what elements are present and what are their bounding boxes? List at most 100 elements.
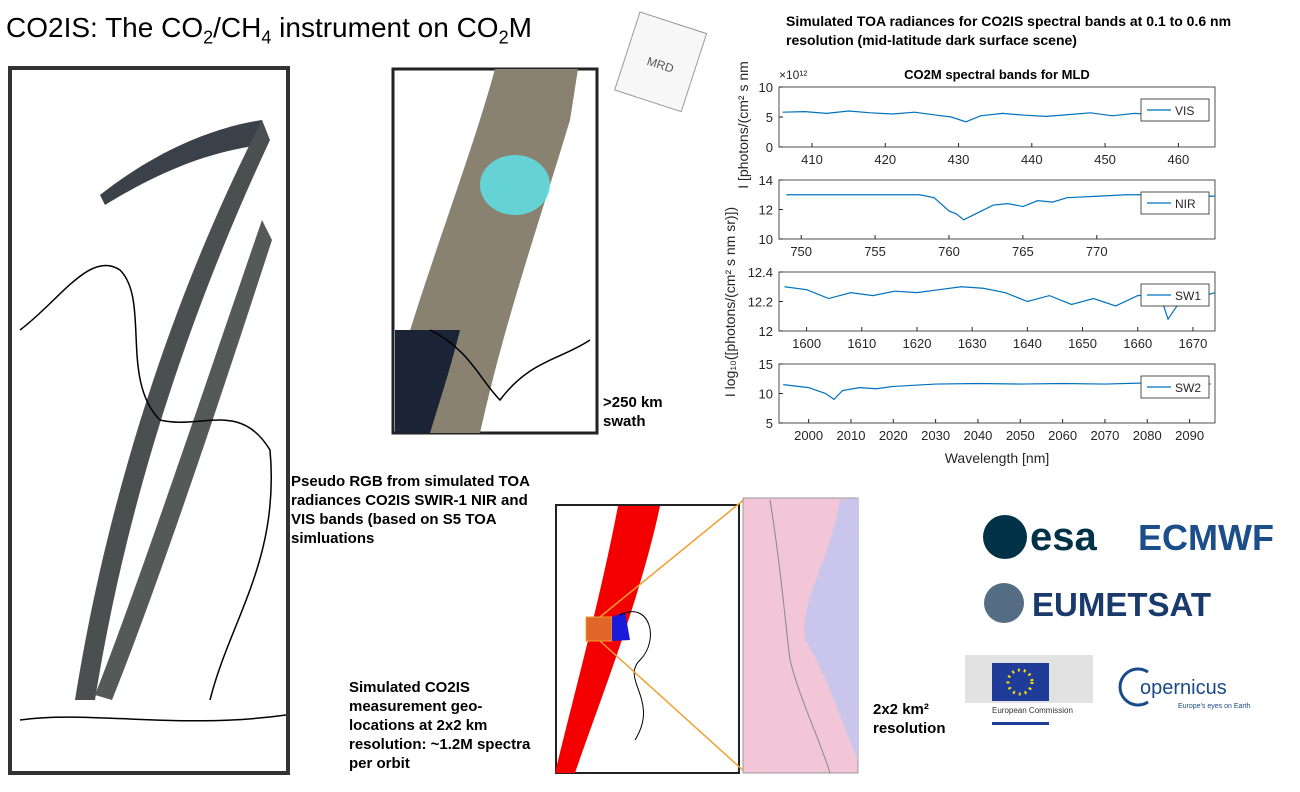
eu-stars xyxy=(1006,668,1034,696)
coastline xyxy=(429,329,591,402)
spectrum-line xyxy=(783,381,1211,401)
orbit-swath xyxy=(95,220,272,700)
caption: Simulated CO2IS measurement geo-location… xyxy=(349,679,531,772)
x-tick-label: 2040 xyxy=(963,428,992,443)
blue-area xyxy=(612,612,630,641)
y-tick-label: 10 xyxy=(759,387,773,402)
esa-logo: esa xyxy=(1030,515,1097,559)
y-tick-label: 5 xyxy=(766,416,773,431)
x-tick-label: 1600 xyxy=(792,336,821,351)
ecmwf-logo: ECMWF xyxy=(1138,517,1274,558)
title-sub: 4 xyxy=(261,27,272,48)
x-tick-label: 440 xyxy=(1021,152,1043,167)
copernicus-logo: opernicus xyxy=(1140,677,1227,699)
caption: Pseudo RGB from simulated TOA radiances … xyxy=(291,473,530,547)
x-tick-label: 1660 xyxy=(1123,336,1152,351)
legend-box xyxy=(1140,283,1210,307)
x-tick-label: 2000 xyxy=(794,428,823,443)
title-part: /CH xyxy=(213,12,262,43)
y-axis-label: I [photons/(cm² s nm xyxy=(735,61,751,189)
cloud xyxy=(480,155,550,215)
y-tick-label: 12.2 xyxy=(748,295,773,310)
x-tick-label: 1630 xyxy=(958,336,987,351)
legend-label: SW2 xyxy=(1175,381,1201,395)
coastline xyxy=(619,611,651,741)
x-tick-label: 2050 xyxy=(1006,428,1035,443)
x-tick-label: 450 xyxy=(1094,152,1116,167)
eumetsat-logo: EUMETSAT xyxy=(1032,586,1211,623)
y-tick-label: 14 xyxy=(759,173,773,188)
zoom-box xyxy=(585,616,613,642)
x-tick-label: 2020 xyxy=(879,428,908,443)
x-tick-label: 420 xyxy=(874,152,896,167)
zoom-land xyxy=(804,498,858,760)
x-tick-label: 2070 xyxy=(1090,428,1119,443)
x-axis-label: Wavelength [nm] xyxy=(945,450,1050,466)
title-part: CO2IS: The CO xyxy=(6,12,204,43)
x-tick-label: 1640 xyxy=(1013,336,1042,351)
x-tick-label: 410 xyxy=(801,152,823,167)
spectrum-line xyxy=(786,194,1216,221)
legend-label: VIS xyxy=(1175,104,1194,118)
chart-title: CO2M spectral bands for MLD xyxy=(904,67,1090,82)
coastline xyxy=(19,264,287,722)
y-scale: ×10¹² xyxy=(779,68,807,82)
y-tick-label: 0 xyxy=(766,140,773,155)
spectra-chart: 0 5 10 410 420 430 440 450 460 VIS CO2M spectral b… xyxy=(722,61,1216,466)
legend-label: SW1 xyxy=(1175,289,1201,303)
title-part: instrument on CO xyxy=(271,12,499,43)
x-tick-label: 1610 xyxy=(847,336,876,351)
y-axis-label: I log₁₀([photons/(cm² s nm sr)]) xyxy=(722,207,738,397)
zoom-line xyxy=(599,497,747,618)
x-tick-label: 2010 xyxy=(837,428,866,443)
zoom-line xyxy=(599,640,747,774)
copernicus-tagline: Europe's eyes on Earth xyxy=(1178,703,1251,710)
y-tick-label: 5 xyxy=(766,110,773,125)
ec-bar xyxy=(992,722,1049,725)
title-part: M xyxy=(508,12,532,43)
x-tick-label: 770 xyxy=(1086,244,1108,259)
y-tick-label: 12 xyxy=(759,203,773,218)
caption: 2x2 km² resolution xyxy=(873,701,946,737)
chart-heading: Simulated TOA radiances for CO2IS spectr… xyxy=(786,13,1232,48)
eumetsat-mark xyxy=(984,583,1024,623)
legend-label: NIR xyxy=(1175,197,1196,211)
y-tick-label: 10 xyxy=(759,232,773,247)
x-tick-label: 460 xyxy=(1168,152,1190,167)
x-tick-label: 765 xyxy=(1012,244,1034,259)
ec-label: European Commission xyxy=(992,706,1073,715)
x-tick-label: 1620 xyxy=(903,336,932,351)
title-sub: 2 xyxy=(203,27,214,48)
zoom-coast xyxy=(769,499,831,774)
sea xyxy=(395,330,460,433)
legend-box xyxy=(1140,98,1210,122)
x-tick-label: 2080 xyxy=(1133,428,1162,443)
y-tick-label: 12 xyxy=(759,324,773,339)
title-sub: 2 xyxy=(498,27,509,48)
x-tick-label: 2030 xyxy=(921,428,950,443)
x-tick-label: 2090 xyxy=(1175,428,1204,443)
y-tick-label: 10 xyxy=(759,80,773,95)
copernicus-c xyxy=(1118,667,1149,707)
page-title: CO2IS: The CO2/CH4 instrument on CO2M xyxy=(6,12,532,49)
x-tick-label: 1650 xyxy=(1068,336,1097,351)
x-tick-label: 2060 xyxy=(1048,428,1077,443)
x-tick-label: 1670 xyxy=(1178,336,1207,351)
x-tick-label: 430 xyxy=(948,152,970,167)
esa-mark xyxy=(983,515,1027,559)
legend-box xyxy=(1140,191,1210,215)
legend-box xyxy=(1140,375,1210,399)
spectrum-line xyxy=(782,110,1208,123)
orbit-swath xyxy=(75,120,270,700)
document-icon: MRD xyxy=(614,11,708,113)
x-tick-label: 760 xyxy=(938,244,960,259)
caption: >250 km swath xyxy=(603,394,663,430)
x-tick-label: 750 xyxy=(790,244,812,259)
orbit-swath xyxy=(100,120,262,205)
y-tick-label: 15 xyxy=(759,357,773,372)
x-tick-label: 755 xyxy=(864,244,886,259)
y-tick-label: 12.4 xyxy=(748,265,773,280)
spectrum-line xyxy=(784,286,1216,321)
